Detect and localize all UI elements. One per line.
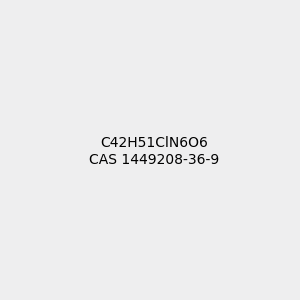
Text: C42H51ClN6O6
CAS 1449208-36-9: C42H51ClN6O6 CAS 1449208-36-9	[88, 136, 219, 166]
